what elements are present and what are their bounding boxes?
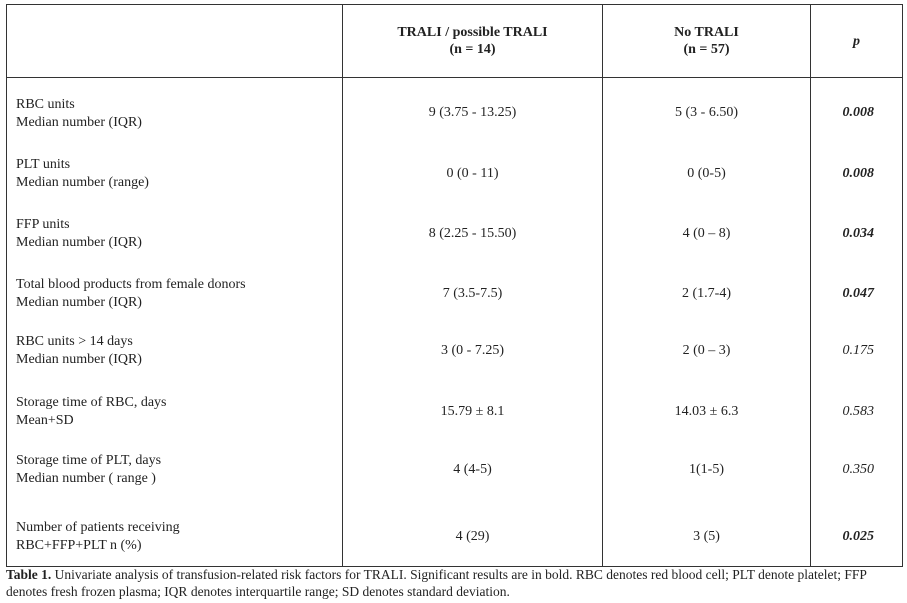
no-trali-value: 4 (0 – 8) [602, 202, 811, 262]
p-value: 0.025 [810, 506, 903, 567]
row-label-stat: RBC+FFP+PLT n (%) [16, 537, 142, 553]
row-label: Number of patients receiving RBC+FFP+PLT … [6, 506, 343, 567]
trali-value: 9 (3.75 - 13.25) [342, 77, 603, 143]
row-label-stat: Median number (IQR) [16, 234, 142, 250]
header-no-trali-n: (n = 57) [683, 42, 730, 57]
row-label: Total blood products from female donors M… [6, 261, 343, 320]
header-trali-n: (n = 14) [449, 42, 496, 57]
row-label: FFP units Median number (IQR) [6, 202, 343, 262]
table-row: RBC units > 14 days Median number (IQR) 3 … [6, 319, 903, 380]
header-row: TRALI / possible TRALI (n = 14) No TRALI… [6, 4, 903, 78]
header-p-value: p [810, 4, 903, 78]
no-trali-value: 3 (5) [602, 506, 811, 567]
trali-value: 0 (0 - 11) [342, 142, 603, 203]
row-label: Storage time of PLT, days Median number (… [6, 438, 343, 507]
row-label-title: Number of patients receiving [16, 519, 180, 535]
row-label-title: Storage time of RBC, days [16, 394, 167, 410]
row-label-title: RBC units [16, 97, 75, 112]
header-no-trali-title: No TRALI [674, 25, 739, 40]
trali-value: 3 (0 - 7.25) [342, 319, 603, 380]
row-label: RBC units Median number (IQR) [6, 77, 343, 143]
no-trali-value: 14.03 ± 6.3 [602, 379, 811, 439]
no-trali-value: 2 (0 – 3) [602, 319, 811, 380]
p-value: 0.583 [810, 379, 903, 439]
p-value: 0.008 [810, 142, 903, 203]
header-no-trali: No TRALI (n = 57) [602, 4, 811, 78]
row-label-stat: Median number (IQR) [16, 351, 142, 367]
table-row: Storage time of PLT, days Median number (… [6, 438, 903, 507]
row-label-stat: Median number (IQR) [16, 294, 142, 310]
p-value: 0.175 [810, 319, 903, 380]
row-label-stat: Mean+SD [16, 412, 74, 428]
table-row: RBC units Median number (IQR) 9 (3.75 - 13… [6, 77, 903, 143]
row-label: RBC units > 14 days Median number (IQR) [6, 319, 343, 380]
table-caption: Table 1. Univariate analysis of transfus… [6, 566, 906, 600]
p-value: 0.008 [810, 77, 903, 143]
table-row: FFP units Median number (IQR) 8 (2.25 - 15… [6, 202, 903, 262]
header-trali: TRALI / possible TRALI (n = 14) [342, 4, 603, 78]
row-label-stat: Median number ( range ) [16, 470, 156, 486]
p-value: 0.350 [810, 438, 903, 507]
caption-text: Univariate analysis of transfusion-relat… [6, 567, 867, 599]
row-label-stat: Median number (range) [16, 174, 149, 190]
row-label-stat: Median number (IQR) [16, 115, 142, 130]
results-table: TRALI / possible TRALI (n = 14) No TRALI… [6, 4, 903, 567]
no-trali-value: 0 (0-5) [602, 142, 811, 203]
trali-value: 4 (4-5) [342, 438, 603, 507]
table-row: Total blood products from female donors M… [6, 261, 903, 320]
table-row: PLT units Median number (range) 0 (0 - 11)… [6, 142, 903, 203]
caption-label: Table 1. [6, 567, 52, 582]
row-label: PLT units Median number (range) [6, 142, 343, 203]
header-empty [6, 4, 343, 78]
trali-value: 7 (3.5-7.5) [342, 261, 603, 320]
no-trali-value: 1(1-5) [602, 438, 811, 507]
row-label-title: Storage time of PLT, days [16, 452, 162, 468]
header-trali-title: TRALI / possible TRALI [397, 25, 548, 40]
trali-value: 15.79 ± 8.1 [342, 379, 603, 439]
no-trali-value: 5 (3 - 6.50) [602, 77, 811, 143]
table-row: Number of patients receiving RBC+FFP+PLT … [6, 506, 903, 567]
trali-value: 4 (29) [342, 506, 603, 567]
p-value: 0.047 [810, 261, 903, 320]
row-label-title: Total blood products from female donors [16, 276, 246, 292]
no-trali-value: 2 (1.7-4) [602, 261, 811, 320]
table-row: Storage time of RBC, days Mean+SD 15.79 ± … [6, 379, 903, 439]
p-value: 0.034 [810, 202, 903, 262]
row-label: Storage time of RBC, days Mean+SD [6, 379, 343, 439]
row-label-title: RBC units > 14 days [16, 333, 133, 349]
row-label-title: PLT units [16, 156, 71, 172]
row-label-title: FFP units [16, 216, 70, 232]
trali-value: 8 (2.25 - 15.50) [342, 202, 603, 262]
